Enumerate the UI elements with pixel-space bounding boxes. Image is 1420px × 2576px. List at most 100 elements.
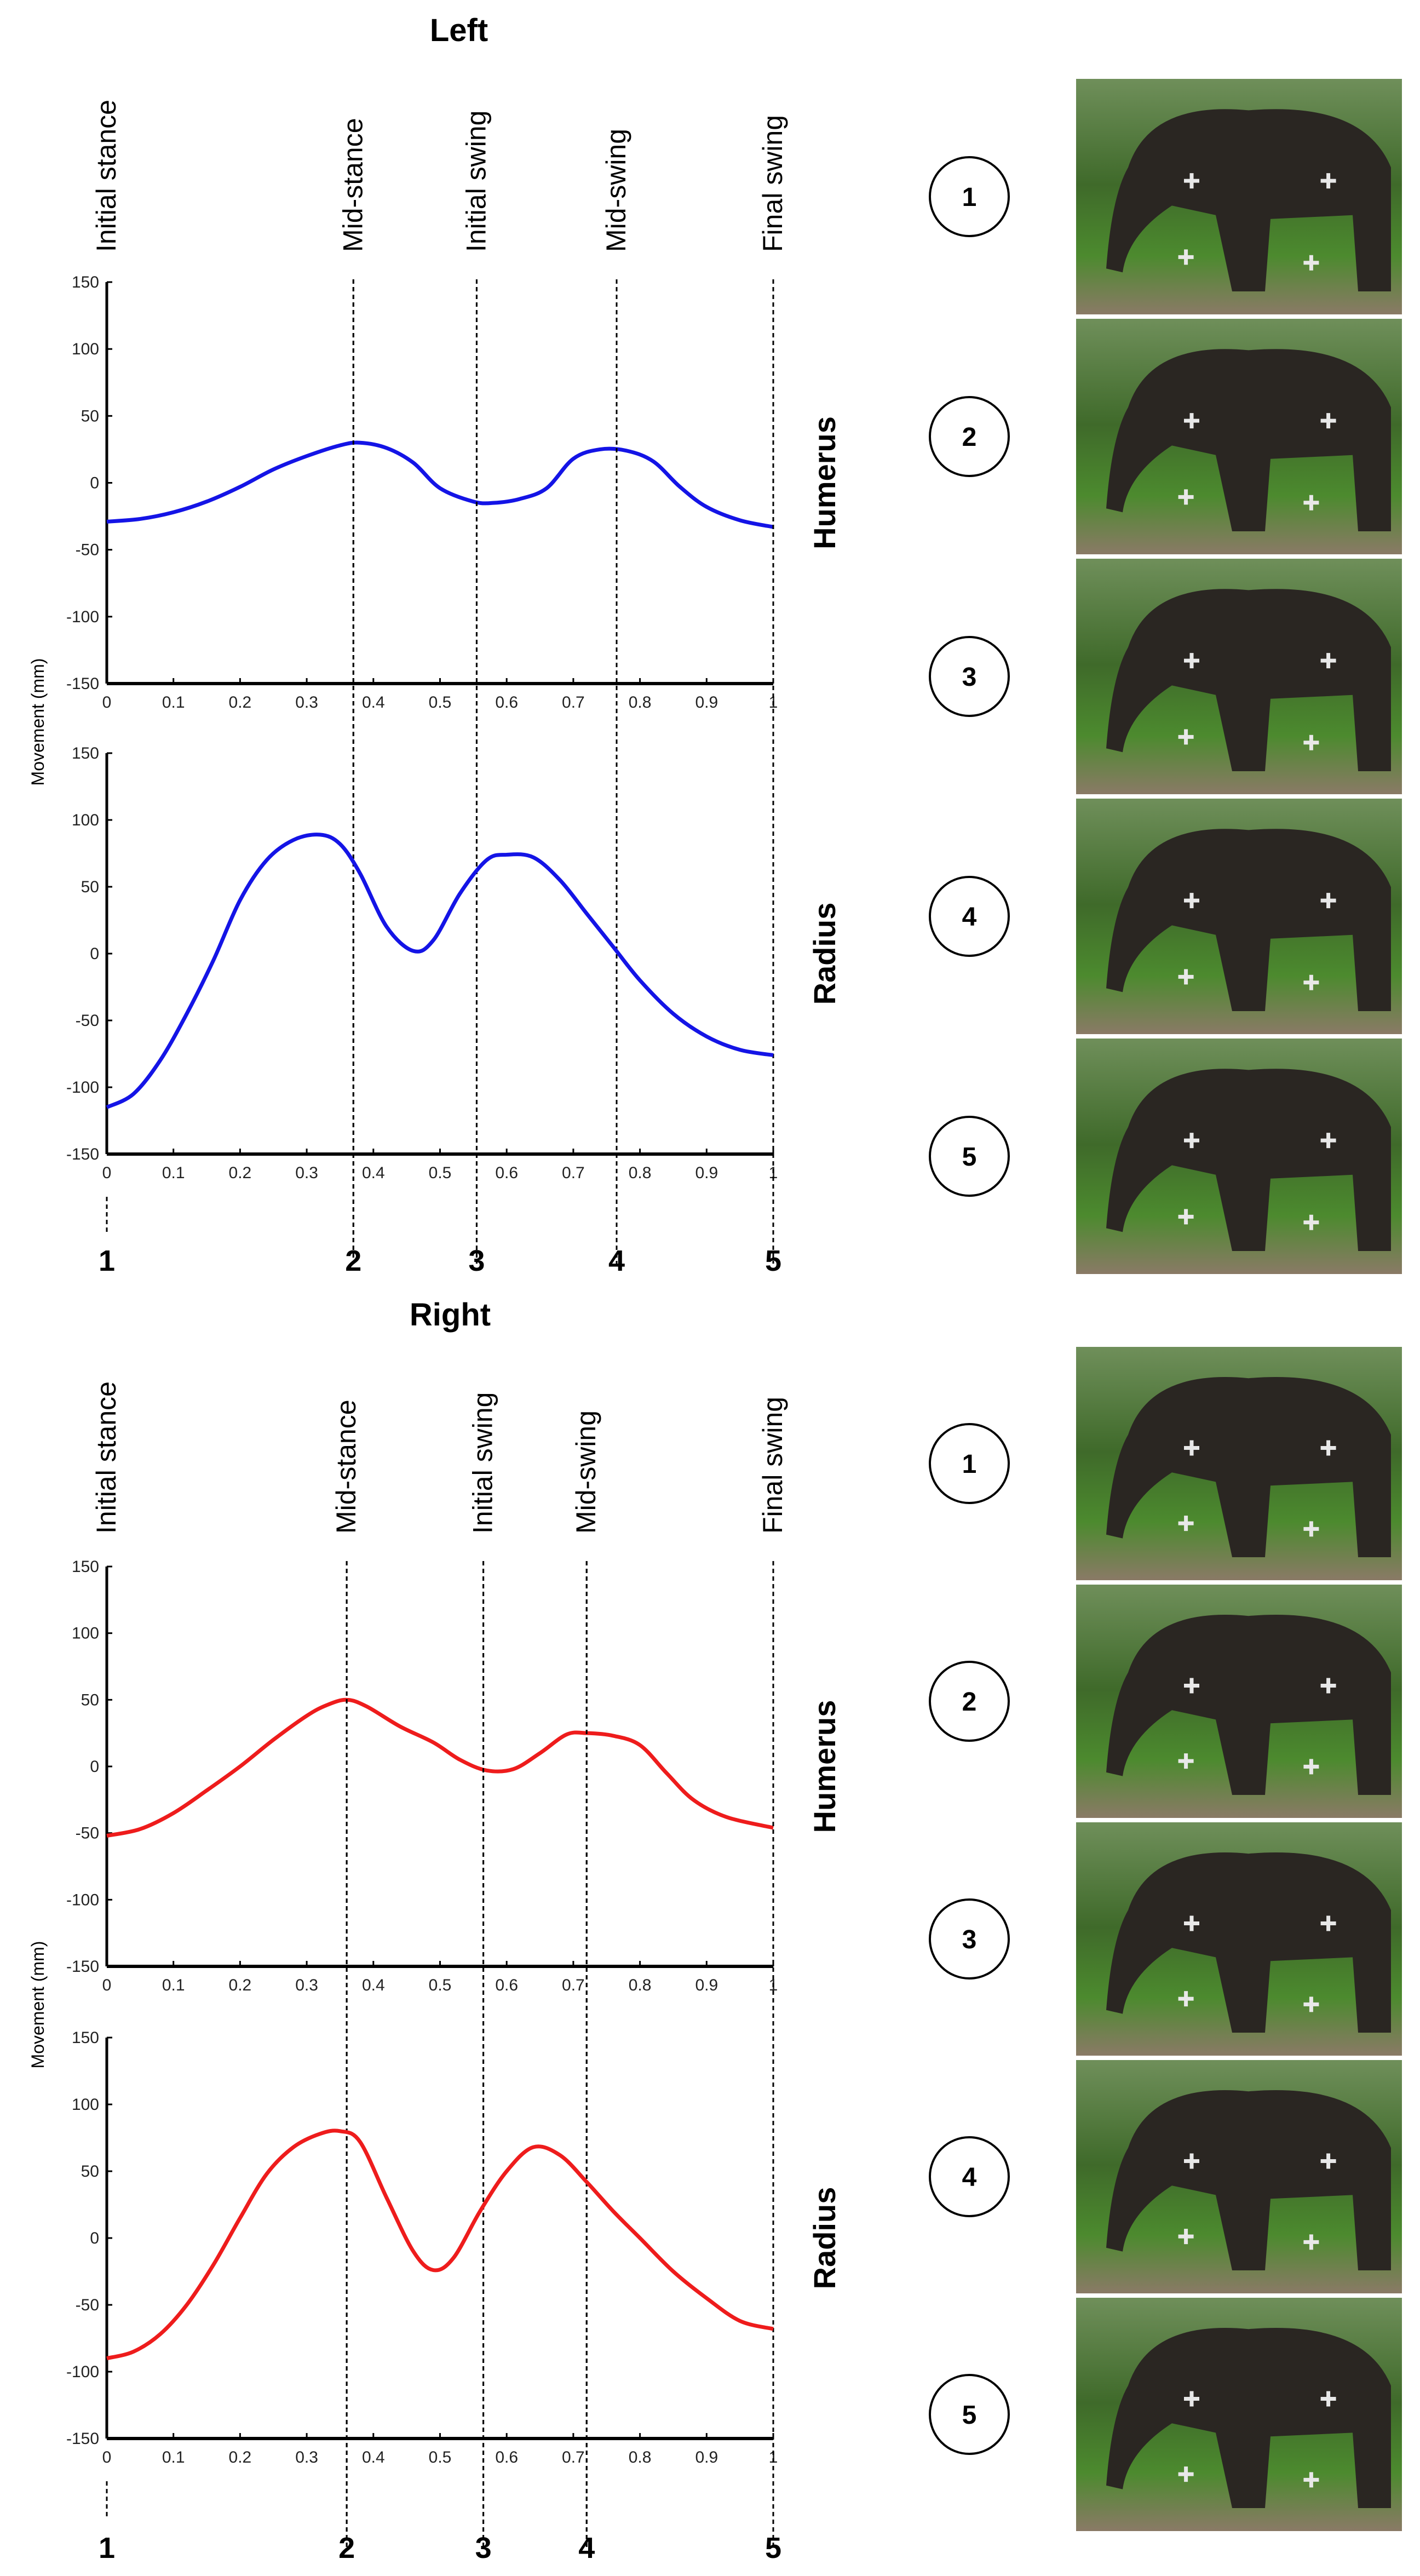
x-tick-label: 0.7: [562, 1164, 585, 1182]
photo-elephant-walking-frame-3: [1076, 1822, 1402, 2056]
photo-elephant-walking-frame-4: [1076, 2060, 1402, 2293]
y-axis-title: Movement (mm): [28, 658, 48, 786]
marker-cross-icon: [1320, 1678, 1336, 1694]
x-tick-label: 0.9: [695, 693, 718, 712]
marker-cross-icon: [1303, 1759, 1319, 1775]
elephant-silhouette: [1106, 1069, 1391, 1251]
x-tick-label: 0.2: [229, 2448, 252, 2466]
frame-circle-label: 4: [962, 2163, 977, 2192]
marker-cross-icon: [1320, 413, 1336, 429]
frame-circle-label: 1: [962, 183, 977, 212]
x-tick-label: 0.4: [362, 693, 385, 712]
frame-number: 4: [578, 2532, 595, 2564]
x-tick-label: 0.7: [562, 1976, 585, 1994]
marker-cross-icon: [1184, 173, 1199, 189]
series-line: [106, 833, 774, 1109]
photo-elephant-walking-frame-3: [1076, 559, 1402, 794]
y-tick-label: -100: [66, 2363, 99, 2381]
x-tick-label: 0.2: [229, 1976, 252, 1994]
marker-cross-icon: [1320, 173, 1336, 189]
x-tick-label: 0.3: [295, 1976, 318, 1994]
frame-number: 1: [99, 2532, 115, 2564]
y-tick-label: 0: [90, 474, 99, 492]
y-tick-label: 100: [72, 2096, 99, 2114]
marker-cross-icon: [1178, 1516, 1194, 1531]
frame-circle-label: 5: [962, 1143, 977, 1172]
x-tick-label: 0.9: [695, 2448, 718, 2466]
marker-cross-icon: [1320, 1440, 1336, 1456]
y-tick-label: -50: [76, 2296, 99, 2314]
elephant-silhouette: [1106, 829, 1391, 1011]
marker-cross-icon: [1184, 1133, 1199, 1149]
elephant-silhouette: [1106, 349, 1391, 531]
row-label: Humerus: [807, 1700, 842, 1833]
frame-number: 5: [765, 1244, 781, 1277]
row-label: Radius: [807, 2187, 842, 2290]
frame-circle-label: 4: [962, 903, 977, 932]
x-tick-label: 0.6: [495, 2448, 518, 2466]
marker-cross-icon: [1320, 893, 1336, 909]
marker-cross-icon: [1184, 1678, 1199, 1694]
frame-circle: [929, 2136, 1010, 2217]
frame-number: 3: [475, 2532, 492, 2564]
panel-title: Left: [430, 13, 488, 48]
x-tick-label: 0.9: [695, 1976, 718, 1994]
y-tick-label: 50: [81, 407, 99, 425]
series-line: [106, 440, 774, 529]
frame-circle-label: 2: [962, 1688, 977, 1717]
marker-cross-icon: [1184, 2153, 1199, 2169]
y-tick-label: 150: [72, 744, 99, 762]
x-tick-label: 0.1: [162, 2448, 185, 2466]
y-tick-label: -100: [66, 1078, 99, 1097]
series-line: [106, 2129, 774, 2361]
y-tick-label: 0: [90, 945, 99, 963]
photo-elephant-walking-frame-5: [1076, 1039, 1402, 1274]
frame-number: 2: [338, 2532, 355, 2564]
x-tick-label: 0.7: [562, 2448, 585, 2466]
y-tick-label: 0: [90, 1758, 99, 1776]
y-tick-label: 0: [90, 2229, 99, 2247]
frame-circle-label: 3: [962, 1925, 977, 1954]
panel-title: Right: [410, 1297, 491, 1333]
y-tick-label: -50: [76, 541, 99, 559]
marker-cross-icon: [1178, 2229, 1194, 2245]
marker-cross-icon: [1303, 255, 1319, 271]
marker-cross-icon: [1184, 653, 1199, 669]
x-tick-label: 0: [102, 2448, 112, 2466]
y-tick-label: 50: [81, 878, 99, 896]
marker-cross-icon: [1320, 2391, 1336, 2407]
marker-cross-icon: [1303, 495, 1319, 510]
x-tick-label: 0.5: [429, 1164, 452, 1182]
marker-cross-icon: [1178, 2466, 1194, 2482]
marker-cross-icon: [1178, 249, 1194, 265]
x-tick-label: 0: [102, 693, 112, 712]
phase-label: Mid-swing: [571, 1410, 601, 1534]
y-tick-label: 100: [72, 1625, 99, 1643]
frame-circle-label: 2: [962, 423, 977, 452]
x-tick-label: 1: [769, 2448, 778, 2466]
marker-cross-icon: [1178, 489, 1194, 505]
marker-cross-icon: [1178, 1991, 1194, 2007]
frame-circle: [929, 1423, 1010, 1504]
frame-number: 4: [608, 1244, 625, 1277]
frame-circle: [929, 156, 1010, 237]
marker-cross-icon: [1303, 735, 1319, 750]
marker-cross-icon: [1320, 1915, 1336, 1931]
x-tick-label: 0.8: [629, 2448, 652, 2466]
x-tick-label: 0.6: [495, 693, 518, 712]
marker-cross-icon: [1184, 2391, 1199, 2407]
elephant-silhouette: [1106, 589, 1391, 771]
elephant-silhouette: [1106, 2090, 1391, 2270]
elephant-silhouette: [1106, 1852, 1391, 2033]
elephant-silhouette: [1106, 1615, 1391, 1795]
y-tick-label: -150: [66, 1145, 99, 1163]
marker-cross-icon: [1184, 893, 1199, 909]
marker-cross-icon: [1320, 653, 1336, 669]
marker-cross-icon: [1320, 1133, 1336, 1149]
x-tick-label: 0.1: [162, 1164, 185, 1182]
frame-circle: [929, 1116, 1010, 1197]
phase-label: Mid-swing: [601, 129, 631, 252]
